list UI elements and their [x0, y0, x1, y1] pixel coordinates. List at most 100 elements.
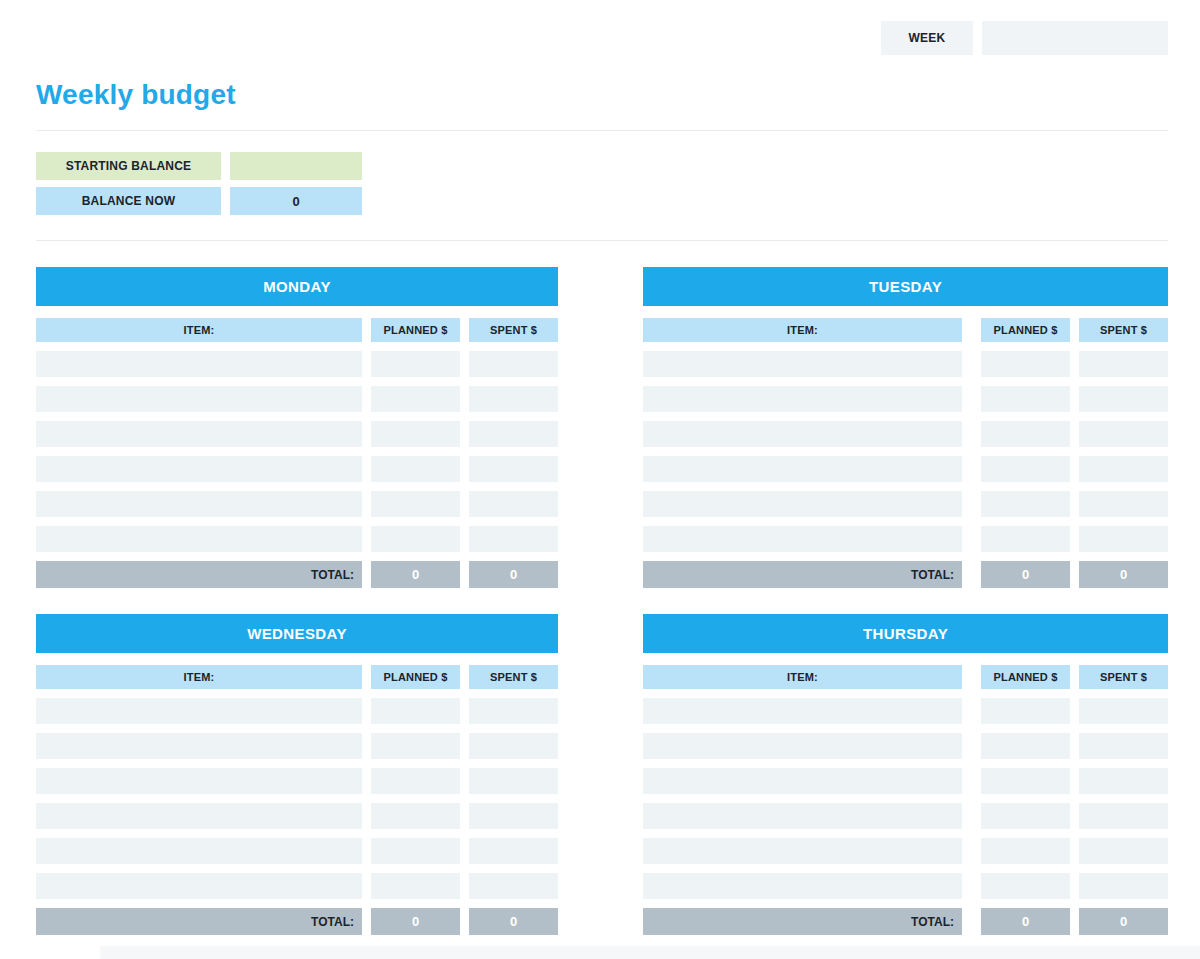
item-input-cell[interactable] — [36, 733, 362, 759]
planned-input-cell[interactable] — [371, 491, 460, 517]
day-table-monday: MONDAY ITEM: PLANNED $ SPENT $ TOTAL: 0 … — [36, 267, 558, 588]
planned-input-cell[interactable] — [981, 386, 1070, 412]
item-input-cell[interactable] — [643, 421, 962, 447]
planned-input-cell[interactable] — [371, 768, 460, 794]
total-spent-value: 0 — [1079, 561, 1168, 588]
planned-input-cell[interactable] — [981, 421, 1070, 447]
item-input-cell[interactable] — [643, 698, 962, 724]
column-header-row: ITEM: PLANNED $ SPENT $ — [643, 318, 1168, 342]
item-input-cell[interactable] — [36, 873, 362, 899]
spent-input-cell[interactable] — [469, 733, 558, 759]
planned-input-cell[interactable] — [981, 803, 1070, 829]
item-input-cell[interactable] — [643, 526, 962, 552]
planned-column-header: PLANNED $ — [981, 318, 1070, 342]
spent-input-cell[interactable] — [469, 803, 558, 829]
spent-input-cell[interactable] — [1079, 873, 1168, 899]
spent-input-cell[interactable] — [1079, 456, 1168, 482]
entry-row — [643, 873, 1168, 899]
total-label: TOTAL: — [36, 561, 362, 588]
planned-input-cell[interactable] — [981, 456, 1070, 482]
planned-input-cell[interactable] — [371, 386, 460, 412]
entry-row — [643, 526, 1168, 552]
entry-row — [643, 838, 1168, 864]
planned-input-cell[interactable] — [371, 698, 460, 724]
planned-input-cell[interactable] — [981, 838, 1070, 864]
planned-input-cell[interactable] — [371, 526, 460, 552]
planned-input-cell[interactable] — [371, 351, 460, 377]
spent-input-cell[interactable] — [469, 386, 558, 412]
planned-input-cell[interactable] — [371, 421, 460, 447]
item-input-cell[interactable] — [643, 351, 962, 377]
spent-input-cell[interactable] — [469, 698, 558, 724]
day-name: TUESDAY — [869, 278, 942, 295]
spent-input-cell[interactable] — [469, 838, 558, 864]
day-header: WEDNESDAY — [36, 614, 558, 653]
entry-row — [36, 491, 558, 517]
item-input-cell[interactable] — [36, 456, 362, 482]
spent-input-cell[interactable] — [1079, 491, 1168, 517]
spent-input-cell[interactable] — [469, 873, 558, 899]
starting-balance-input-cell[interactable] — [230, 152, 362, 180]
spent-input-cell[interactable] — [1079, 698, 1168, 724]
item-input-cell[interactable] — [36, 491, 362, 517]
planned-input-cell[interactable] — [371, 873, 460, 899]
spent-input-cell[interactable] — [469, 491, 558, 517]
item-column-header: ITEM: — [36, 665, 362, 689]
spent-input-cell[interactable] — [469, 456, 558, 482]
planned-input-cell[interactable] — [371, 733, 460, 759]
item-input-cell[interactable] — [643, 873, 962, 899]
planned-column-header: PLANNED $ — [981, 665, 1070, 689]
total-spent-value: 0 — [469, 908, 558, 935]
spent-input-cell[interactable] — [469, 768, 558, 794]
day-table-thursday: THURSDAY ITEM: PLANNED $ SPENT $ TOTAL: … — [643, 614, 1168, 935]
spent-input-cell[interactable] — [1079, 421, 1168, 447]
spent-input-cell[interactable] — [1079, 838, 1168, 864]
planned-input-cell[interactable] — [981, 526, 1070, 552]
item-input-cell[interactable] — [36, 386, 362, 412]
total-spent-value: 0 — [469, 561, 558, 588]
item-input-cell[interactable] — [643, 491, 962, 517]
item-input-cell[interactable] — [36, 803, 362, 829]
spent-input-cell[interactable] — [1079, 768, 1168, 794]
item-input-cell[interactable] — [643, 768, 962, 794]
spent-input-cell[interactable] — [1079, 386, 1168, 412]
planned-column-header: PLANNED $ — [371, 318, 460, 342]
entry-row — [36, 456, 558, 482]
item-input-cell[interactable] — [36, 698, 362, 724]
planned-input-cell[interactable] — [981, 768, 1070, 794]
total-row: TOTAL: 0 0 — [643, 908, 1168, 935]
spent-input-cell[interactable] — [469, 526, 558, 552]
item-input-cell[interactable] — [36, 526, 362, 552]
entry-row — [643, 421, 1168, 447]
item-input-cell[interactable] — [643, 386, 962, 412]
item-input-cell[interactable] — [36, 351, 362, 377]
spent-input-cell[interactable] — [1079, 351, 1168, 377]
planned-input-cell[interactable] — [981, 873, 1070, 899]
item-input-cell[interactable] — [643, 733, 962, 759]
planned-input-cell[interactable] — [371, 838, 460, 864]
item-input-cell[interactable] — [643, 803, 962, 829]
week-input-cell[interactable] — [982, 21, 1168, 55]
item-input-cell[interactable] — [36, 838, 362, 864]
planned-column-header: PLANNED $ — [371, 665, 460, 689]
planned-input-cell[interactable] — [371, 803, 460, 829]
spent-input-cell[interactable] — [469, 351, 558, 377]
planned-input-cell[interactable] — [981, 733, 1070, 759]
item-input-cell[interactable] — [643, 456, 962, 482]
planned-input-cell[interactable] — [981, 698, 1070, 724]
spent-input-cell[interactable] — [1079, 526, 1168, 552]
item-input-cell[interactable] — [36, 768, 362, 794]
total-planned-value: 0 — [371, 908, 460, 935]
item-input-cell[interactable] — [36, 421, 362, 447]
spent-input-cell[interactable] — [469, 421, 558, 447]
entry-row — [36, 351, 558, 377]
planned-input-cell[interactable] — [981, 491, 1070, 517]
balance-now-value: 0 — [230, 187, 362, 215]
planned-input-cell[interactable] — [371, 456, 460, 482]
divider-under-title — [36, 130, 1168, 131]
spent-input-cell[interactable] — [1079, 733, 1168, 759]
spent-input-cell[interactable] — [1079, 803, 1168, 829]
entry-rows — [643, 351, 1168, 552]
planned-input-cell[interactable] — [981, 351, 1070, 377]
item-input-cell[interactable] — [643, 838, 962, 864]
